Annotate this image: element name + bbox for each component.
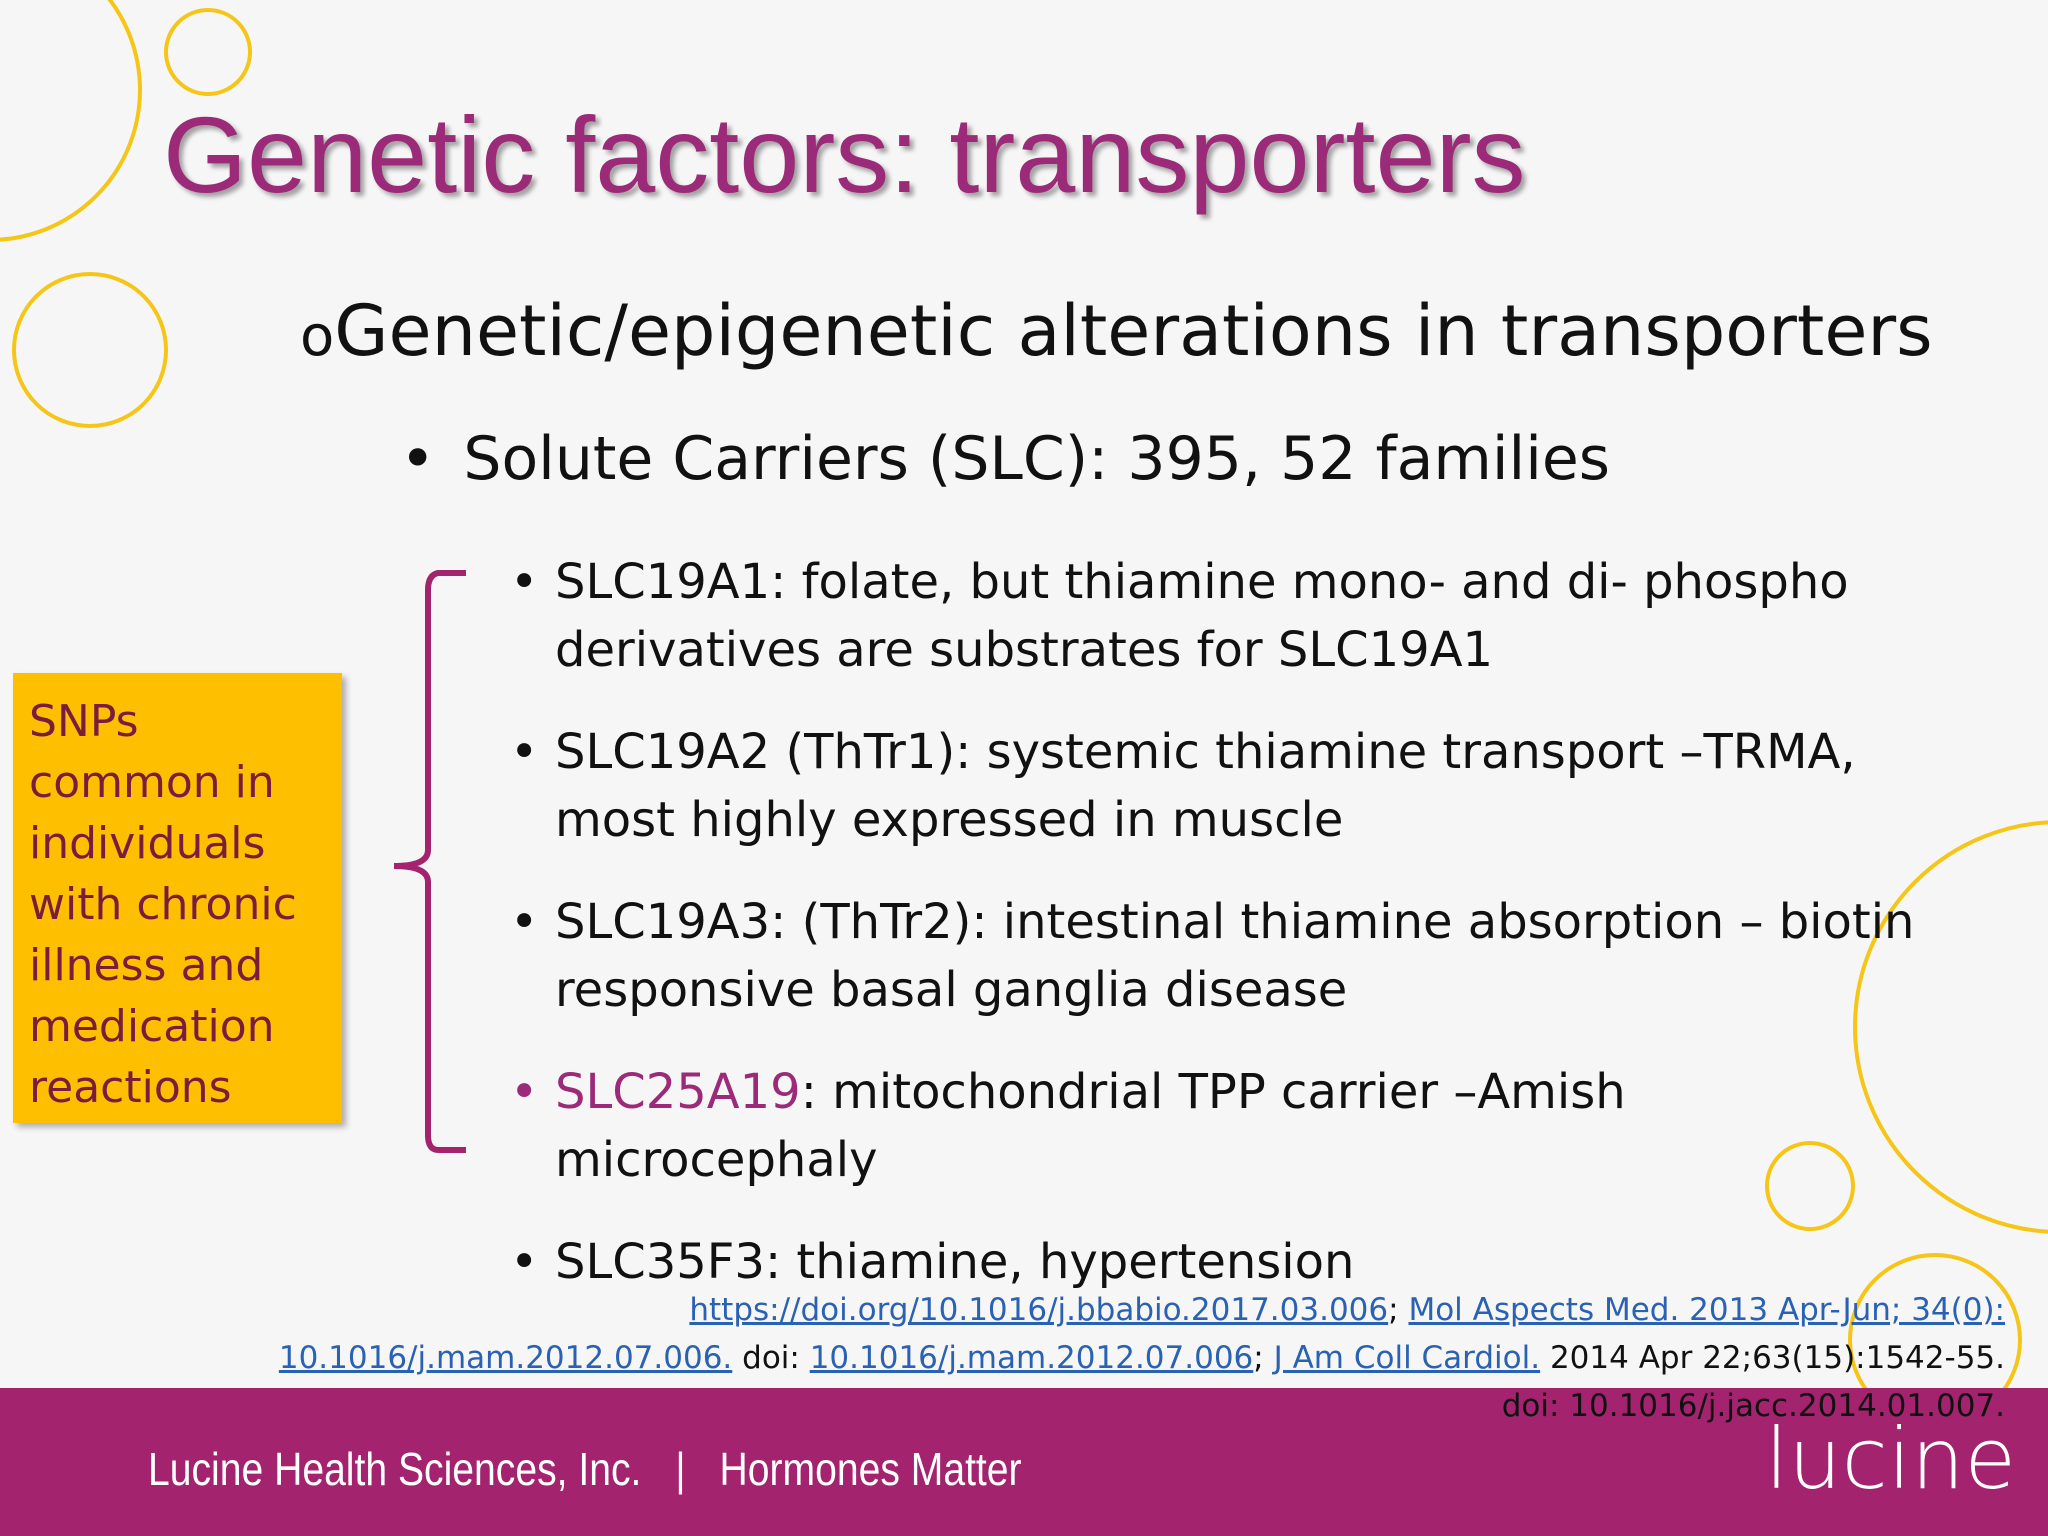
slide-title: Genetic factors: transporters [163, 94, 1526, 215]
list-item: SLC35F3: thiamine, hypertension [510, 1228, 1950, 1296]
logo: lucine [1765, 1410, 2017, 1508]
item-highlight: SLC25A19 [555, 1064, 801, 1120]
heading: oGenetic/epigenetic alterations in trans… [300, 290, 1933, 372]
item-text: SLC19A2 (ThTr1): systemic thiamine trans… [555, 724, 1856, 848]
brace [393, 570, 466, 1153]
reference-link[interactable]: https://doi.org/10.1016/j.bbabio.2017.03… [689, 1292, 1389, 1328]
reference-text: ; [1388, 1292, 1409, 1328]
reference-link[interactable]: 10.1016/j.mam.2012.07.006 [809, 1340, 1254, 1376]
footer-band [0, 1388, 2048, 1536]
reference-link[interactable]: Mol Aspects Med. 2013 Apr-Jun; 34(0): 10… [278, 1292, 2005, 1376]
list-item: SLC19A1: folate, but thiamine mono- and … [510, 548, 1950, 684]
footer-separator: | [675, 1443, 686, 1495]
heading-marker: o [300, 304, 335, 369]
reference-text: ; [1253, 1340, 1274, 1376]
references: https://doi.org/10.1016/j.bbabio.2017.03… [255, 1286, 2005, 1430]
item-list: SLC19A1: folate, but thiamine mono- and … [510, 548, 1950, 1330]
footer: Lucine Health Sciences, Inc. | Hormones Ma… [148, 1442, 1056, 1496]
item-text: SLC35F3: thiamine, hypertension [555, 1234, 1355, 1290]
item-text: : mitochondrial TPP carrier –Amish micro… [555, 1064, 1626, 1188]
footer-left: Lucine Health Sciences, Inc. [148, 1443, 642, 1495]
reference-text: 2014 Apr 22;63(15):1542-55. doi: 10.1016… [1501, 1340, 2005, 1424]
item-text: SLC19A3: (ThTr2): intestinal thiamine ab… [555, 894, 1915, 1018]
side-note: SNPs common in individuals with chronic … [13, 673, 342, 1123]
heading-text: Genetic/epigenetic alterations in transp… [334, 290, 1933, 372]
subheading: Solute Carriers (SLC): 395, 52 families [400, 424, 1610, 494]
list-item: SLC25A19: mitochondrial TPP carrier –Ami… [510, 1058, 1950, 1194]
reference-text: doi: [732, 1340, 810, 1376]
list-item: SLC19A2 (ThTr1): systemic thiamine trans… [510, 718, 1950, 854]
footer-right: Hormones Matter [719, 1443, 1022, 1495]
item-text: SLC19A1: folate, but thiamine mono- and … [555, 554, 1849, 678]
reference-link[interactable]: J Am Coll Cardiol. [1273, 1340, 1541, 1376]
list-item: SLC19A3: (ThTr2): intestinal thiamine ab… [510, 888, 1950, 1024]
